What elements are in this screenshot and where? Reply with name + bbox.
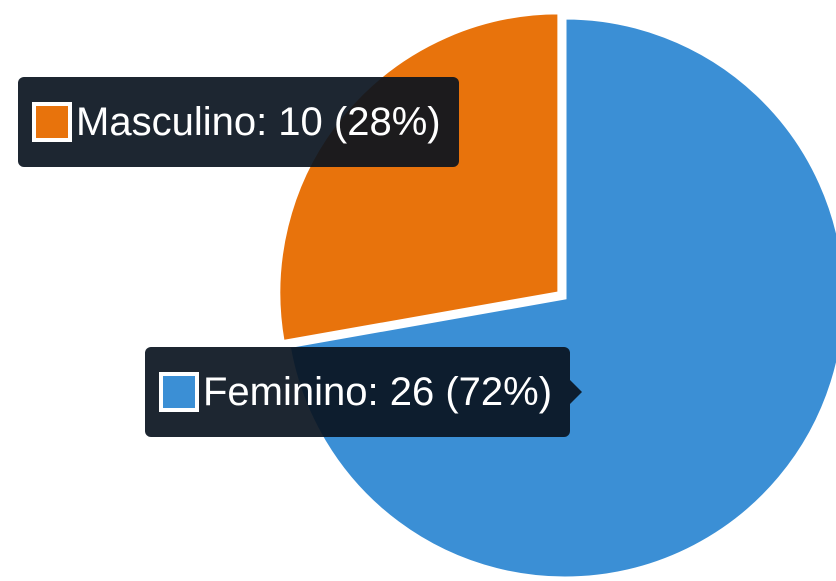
tooltip-swatch: [32, 102, 72, 142]
tooltip-label: Feminino: 26 (72%): [203, 369, 553, 414]
tooltip-swatch: [159, 372, 199, 412]
tooltip: Masculino: 10 (28%): [18, 77, 459, 167]
pie-slice: [287, 16, 836, 580]
tooltip: Feminino: 26 (72%): [145, 347, 583, 437]
tooltip-label: Masculino: 10 (28%): [76, 99, 441, 144]
pie-slice: [277, 11, 561, 344]
tooltip-arrow: [570, 380, 583, 404]
